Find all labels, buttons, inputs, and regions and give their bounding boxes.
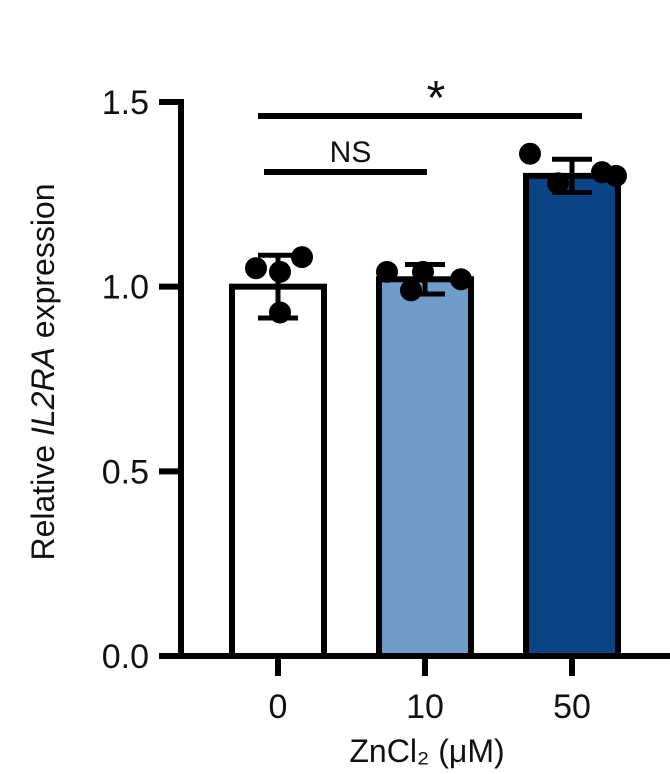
bar xyxy=(229,283,327,659)
y-axis-title-prefix: Relative xyxy=(25,436,61,561)
data-point xyxy=(547,172,569,195)
y-tick-label: 1.5 xyxy=(102,84,149,122)
significance-label: * xyxy=(427,72,446,125)
significance-annotations: NS * xyxy=(258,72,582,175)
data-point xyxy=(519,142,541,165)
y-tick-label: 0.0 xyxy=(102,638,149,676)
x-tick-label: 50 xyxy=(553,688,591,726)
bar xyxy=(523,172,621,659)
data-point xyxy=(450,268,472,291)
x-tick-label: 0 xyxy=(269,688,288,726)
data-point xyxy=(269,301,291,324)
x-axis-title: ZnCl₂ (μM) xyxy=(349,733,504,769)
y-axis-title: Relative IL2RA expression xyxy=(25,183,61,560)
data-point xyxy=(376,260,398,283)
y-tick-label: 0.5 xyxy=(102,453,149,491)
data-point xyxy=(245,257,267,280)
data-point xyxy=(269,260,291,283)
data-point xyxy=(291,246,313,269)
ticks: 0.0 0.5 1.0 1.5 0 10 50 xyxy=(102,84,591,726)
data-points xyxy=(245,142,627,324)
data-point xyxy=(400,279,422,302)
y-tick-label: 1.0 xyxy=(102,269,149,307)
y-axis-title-gene: IL2RA xyxy=(25,347,61,436)
significance-label: NS xyxy=(330,136,372,169)
bar xyxy=(376,276,474,659)
data-point xyxy=(412,260,434,283)
data-point xyxy=(605,164,627,187)
bars xyxy=(229,172,621,659)
y-axis-title-suffix: expression xyxy=(25,183,61,347)
x-tick-label: 10 xyxy=(406,688,444,726)
